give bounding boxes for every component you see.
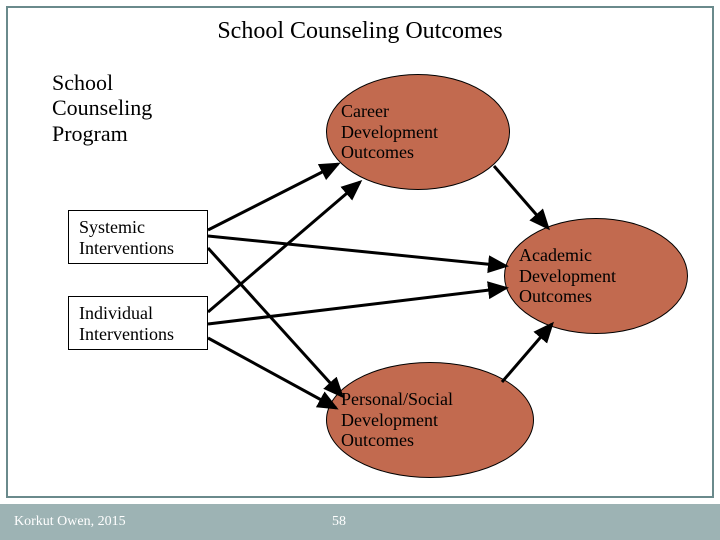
node-individual-interventions: IndividualInterventions <box>68 296 208 350</box>
page-title: School Counseling Outcomes <box>0 18 720 45</box>
footer-author: Korkut Owen, 2015 <box>14 514 126 530</box>
footer-bar: Korkut Owen, 2015 58 <box>0 504 720 540</box>
node-career-outcomes: CareerDevelopmentOutcomes <box>326 74 510 190</box>
node-academic-outcomes: AcademicDevelopmentOutcomes <box>504 218 688 334</box>
node-personal-outcomes: Personal/SocialDevelopmentOutcomes <box>326 362 534 478</box>
footer-page-number: 58 <box>332 514 346 530</box>
node-systemic-interventions: SystemicInterventions <box>68 210 208 264</box>
program-label: SchoolCounselingProgram <box>52 70 152 146</box>
